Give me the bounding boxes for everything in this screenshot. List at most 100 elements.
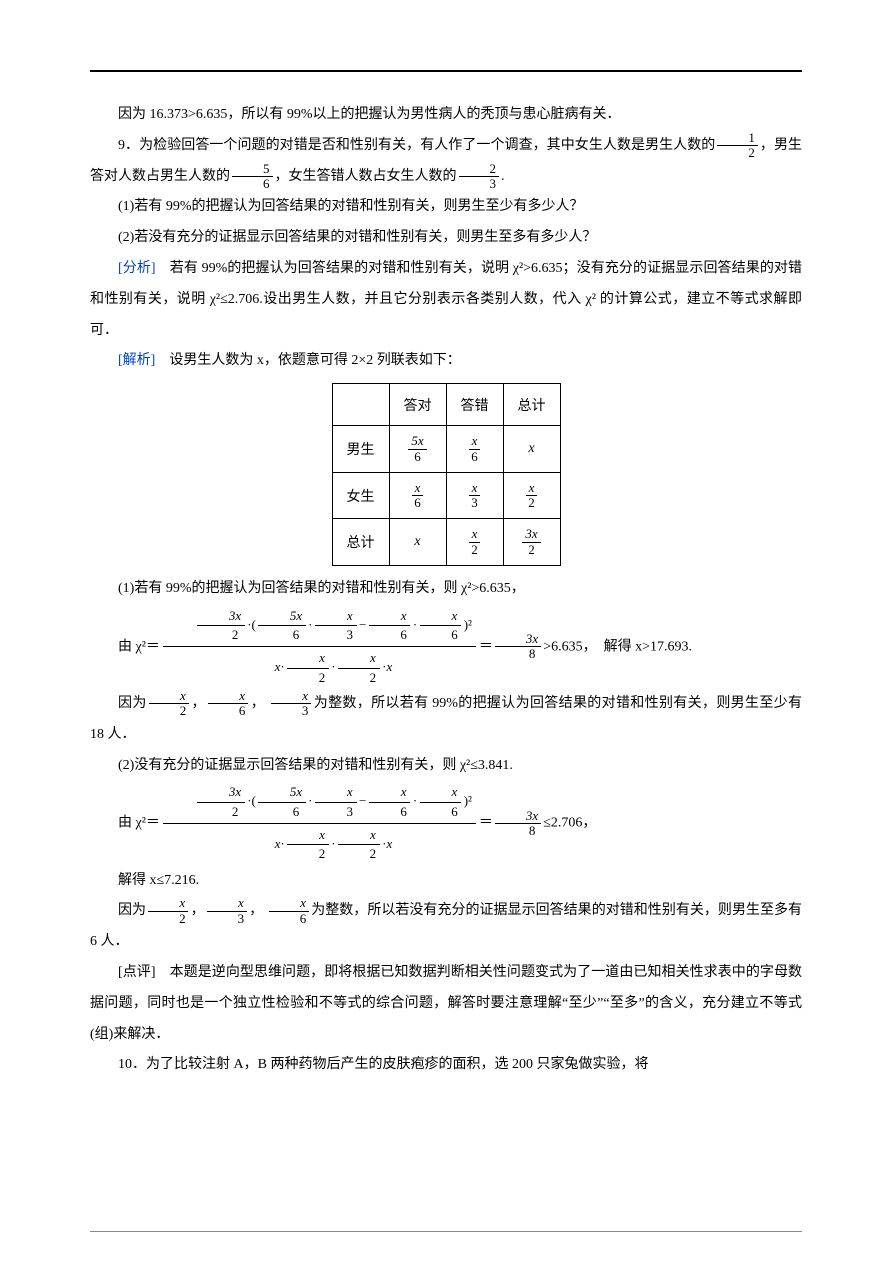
den: 2 — [149, 704, 190, 718]
chi2-num: 3x2·(5x6·x3−x6·x6)² — [163, 605, 476, 648]
num: x — [469, 481, 481, 496]
num: 3x — [197, 607, 245, 626]
num: 5x — [408, 434, 426, 449]
solution-label: [解析] — [118, 353, 155, 368]
q9-sub1: (1)若有 99%的把握认为回答结果的对错和性别有关，则男生至少有多少人？ — [90, 192, 802, 223]
cell: x2 — [503, 472, 560, 519]
q9-sub2: (2)若没有充分的证据显示回答结果的对错和性别有关，则男生至多有多少人？ — [90, 223, 802, 254]
val: x — [528, 441, 534, 456]
den: 2 — [525, 543, 538, 557]
chi2-tail2: ≤2.706， — [543, 816, 596, 831]
chi2-num: 3x2·(5x6·x3−x6·x6)² — [163, 781, 476, 824]
num: 2 — [459, 162, 500, 177]
den: 6 — [468, 450, 481, 464]
q9-tail: . — [501, 169, 505, 184]
th-total: 总计 — [503, 384, 560, 426]
den: 3 — [315, 626, 358, 644]
den: 3 — [459, 177, 500, 191]
page: 因为 16.373>6.635，所以有 99%以上的把握认为男性病人的秃顶与患心… — [0, 0, 892, 1262]
chi2-pre: 由 χ²＝ — [118, 816, 160, 831]
analysis-block: [分析] 若有 99%的把握认为回答结果的对错和性别有关，说明 χ²>6.635… — [90, 254, 802, 346]
comment-block: [点评] 本题是逆向型思维问题，即将根据已知数据判断相关性问题变式为了一道由已知… — [90, 958, 802, 1050]
num: x — [369, 783, 411, 802]
den: 6 — [411, 450, 424, 464]
den: 2 — [200, 626, 243, 644]
num: x — [269, 896, 309, 911]
chi2-result-2: 3x8 — [495, 809, 541, 839]
den: 3 — [271, 704, 312, 718]
num: 3x — [495, 632, 541, 647]
contingency-table: 答对 答错 总计 男生 5x6 x6 x 女生 x6 x3 x2 总计 x x2… — [332, 383, 561, 566]
num: 3x — [197, 783, 245, 802]
row-label: 总计 — [332, 519, 389, 566]
num: x — [149, 689, 189, 704]
num: x — [207, 896, 247, 911]
chi2-expr-2: 由 χ²＝ 3x2·(5x6·x3−x6·x6)² x·x2·x2·x ＝3x8… — [90, 781, 802, 865]
den: 2 — [148, 912, 189, 926]
frac-1-2: 12 — [717, 131, 758, 161]
den: 6 — [261, 803, 304, 821]
footer-rule — [90, 1231, 802, 1232]
cell: x6 — [446, 426, 503, 473]
cell: x2 — [446, 519, 503, 566]
num: x — [412, 481, 424, 496]
part1-integer-cond: 因为x2，x6， x3为整数，所以若有 99%的把握认为回答结果的对错和性别有关… — [90, 689, 802, 751]
num: x — [369, 607, 411, 626]
num: 5 — [232, 162, 273, 177]
num: x — [208, 689, 248, 704]
chi2-expr-1: 由 χ²＝ 3x2·(5x6·x3−x6·x6)² x·x2·x2·x ＝3x8… — [90, 605, 802, 689]
den: 3 — [315, 803, 358, 821]
table-row: 总计 x x2 3x2 — [332, 519, 560, 566]
den: 6 — [368, 803, 411, 821]
part2-solve: 解得 x≤7.216. — [90, 866, 802, 897]
q9-pre: 9．为检验回答一个问题的对错是否和性别有关，有人作了一个调查，其中女生人数是男生… — [118, 138, 715, 153]
den: 2 — [200, 803, 243, 821]
table-row: 男生 5x6 x6 x — [332, 426, 560, 473]
chi2-result: 3x8 — [495, 632, 541, 662]
num: 5x — [258, 607, 306, 626]
num: 5x — [258, 783, 306, 802]
row-label: 女生 — [332, 472, 389, 519]
th-wrong: 答错 — [446, 384, 503, 426]
comment-body: 本题是逆向型思维问题，即将根据已知数据判断相关性问题变式为了一道由已知相关性求表… — [90, 965, 802, 1042]
num: 3x — [495, 809, 541, 824]
question-9-stem: 9．为检验回答一个问题的对错是否和性别有关，有人作了一个调查，其中女生人数是男生… — [90, 131, 802, 193]
cell: 5x6 — [389, 426, 446, 473]
chi2-den: x·x2·x2·x — [243, 647, 397, 689]
comment-label: [点评] — [118, 965, 156, 980]
analysis-label: [分析] — [118, 261, 156, 276]
num: 3x — [522, 527, 540, 542]
chi2-pre: 由 χ²＝ — [118, 639, 160, 654]
den: 6 — [232, 177, 273, 191]
den: 6 — [419, 626, 462, 644]
den: 3 — [468, 496, 481, 510]
den: 2 — [717, 146, 758, 160]
den: 6 — [368, 626, 411, 644]
chi2-big-frac-2: 3x2·(5x6·x3−x6·x6)² x·x2·x2·x — [163, 781, 476, 865]
cell: x6 — [389, 472, 446, 519]
solution-intro-text: 设男生人数为 x，依题意可得 2×2 列联表如下： — [155, 353, 460, 368]
cell: 3x2 — [503, 519, 560, 566]
den: 2 — [525, 496, 538, 510]
den: 6 — [269, 912, 310, 926]
cell: x — [389, 519, 446, 566]
den: 6 — [208, 704, 249, 718]
row-label: 男生 — [332, 426, 389, 473]
part2-line1: (2)没有充分的证据显示回答结果的对错和性别有关，则 χ²≤3.841. — [90, 751, 802, 782]
solution-intro: [解析] 设男生人数为 x，依题意可得 2×2 列联表如下： — [90, 346, 802, 377]
chi2-den: x·x2·x2·x — [243, 824, 397, 866]
pre: 因为 — [118, 696, 147, 711]
chi2-tail1: >6.635， 解得 x>17.693. — [543, 639, 692, 654]
chi2-big-frac: 3x2·(5x6·x3−x6·x6)² x·x2·x2·x — [163, 605, 476, 689]
cell: x3 — [446, 472, 503, 519]
conclusion-line: 因为 16.373>6.635，所以有 99%以上的把握认为男性病人的秃顶与患心… — [90, 100, 802, 131]
mid: 为整数，所以若没有充分的证据显示回答结果的对错和性别有关，则男生至多有 6 人． — [90, 903, 802, 949]
den: 6 — [411, 496, 424, 510]
den: 6 — [261, 626, 304, 644]
mid: 为整数，所以若有 99%的把握认为回答结果的对错和性别有关，则男生至少有 18 … — [90, 696, 802, 742]
analysis-body: 若有 99%的把握认为回答结果的对错和性别有关，说明 χ²>6.635；没有充分… — [90, 261, 802, 338]
num: x — [526, 481, 538, 496]
frac-2-3: 23 — [459, 162, 500, 192]
num: x — [420, 607, 462, 626]
part2-integer-cond: 因为x2，x3， x6为整数，所以若没有充分的证据显示回答结果的对错和性别有关，… — [90, 896, 802, 958]
